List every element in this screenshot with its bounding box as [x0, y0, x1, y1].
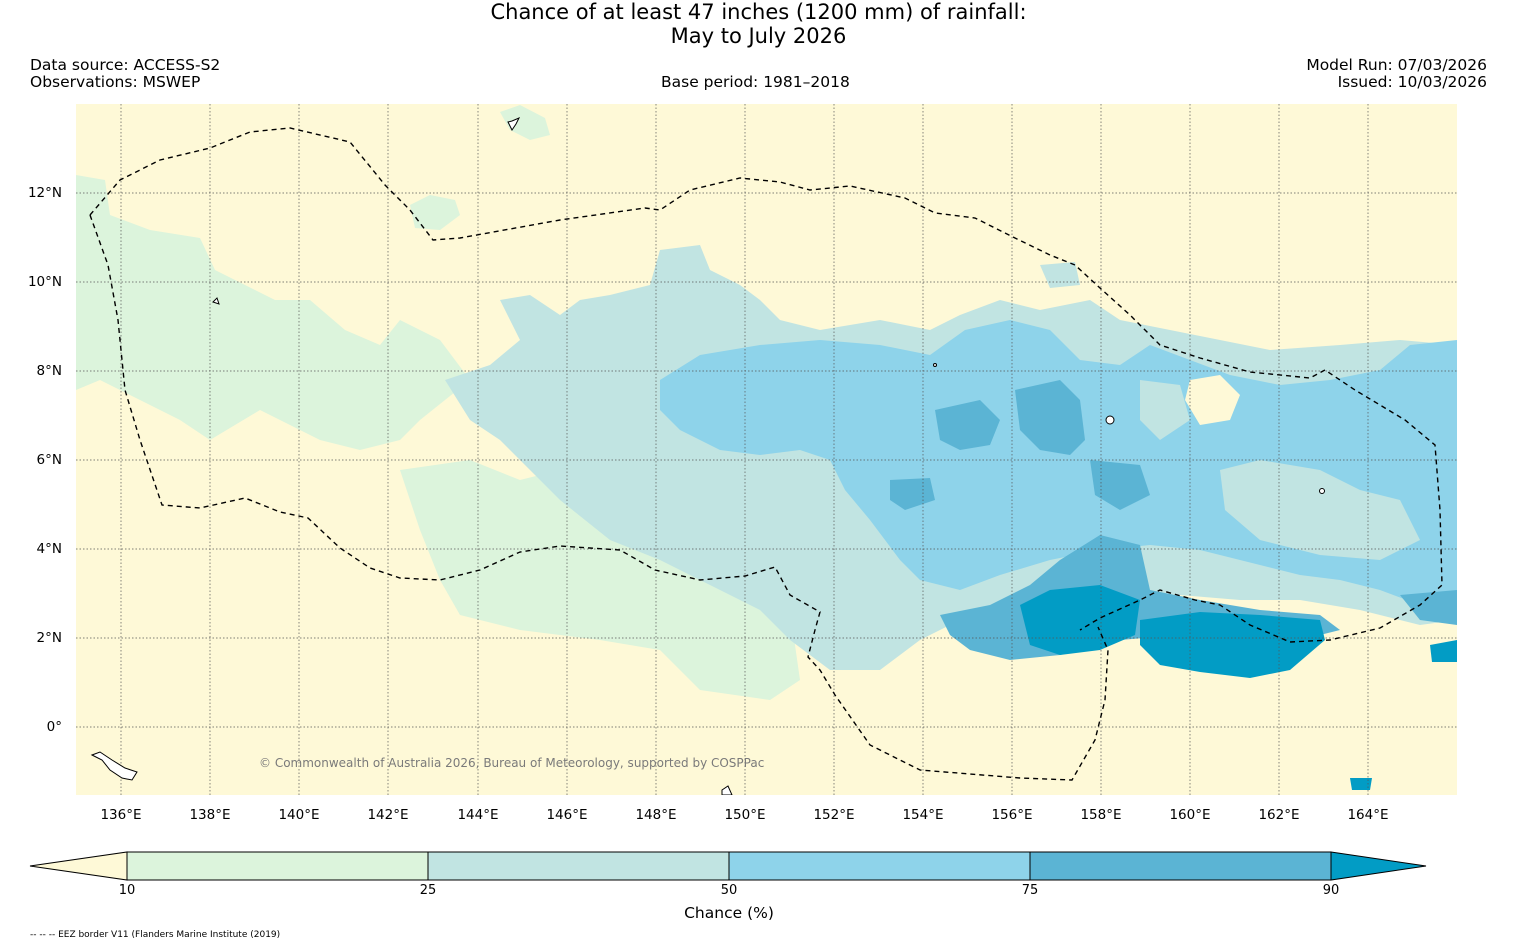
- lon-label-136e: 136°E: [100, 807, 142, 823]
- colorbar-segment-50-75: [729, 852, 1030, 880]
- issued-label: Issued: 10/03/2026: [1337, 73, 1487, 91]
- lon-label-164e: 164°E: [1347, 807, 1389, 823]
- colorbar-tick-10: 10: [118, 883, 136, 898]
- lon-label-156e: 156°E: [991, 807, 1033, 823]
- lon-label-160e: 160°E: [1169, 807, 1211, 823]
- lon-label-138e: 138°E: [189, 807, 231, 823]
- eez-footnote: -- -- -- EEZ border V11 (Flanders Marine…: [30, 930, 281, 940]
- colorbar-tick-90: 90: [1322, 883, 1340, 898]
- base-period-label: Base period: 1981–2018: [661, 73, 850, 91]
- model-run-label: Model Run: 07/03/2026: [1306, 56, 1487, 74]
- lat-label-12n: 12°N: [27, 185, 62, 201]
- lon-label-150e: 150°E: [724, 807, 766, 823]
- lon-label-148e: 148°E: [635, 807, 677, 823]
- region-50-75-north-gap: [1140, 380, 1190, 440]
- region-75-90-b: [1015, 380, 1085, 455]
- region-above-90-a: [1020, 585, 1140, 655]
- eez-borders: [89, 127, 1443, 781]
- colorbar-extend-high: [1330, 851, 1427, 881]
- lon-label-144e: 144°E: [457, 807, 499, 823]
- colorbar-tick-50: 50: [720, 883, 738, 898]
- lon-label-162e: 162°E: [1258, 807, 1300, 823]
- colorbar-tick-25: 25: [419, 883, 437, 898]
- graticule: [76, 104, 1457, 795]
- lat-label-4n: 4°N: [36, 541, 62, 557]
- region-above-90-d: [1350, 778, 1372, 790]
- coastlines: [90, 117, 1325, 795]
- lat-label-10n: 10°N: [27, 274, 62, 290]
- region-75-90-d: [890, 478, 935, 510]
- observations-label: Observations: MSWEP: [30, 73, 201, 91]
- data-source-label: Data source: ACCESS-S2: [30, 56, 221, 74]
- lat-label-8n: 8°N: [36, 363, 62, 379]
- region-above-90-c: [1430, 640, 1457, 662]
- colorbar-extend-low: [29, 851, 128, 881]
- lon-label-142e: 142°E: [367, 807, 409, 823]
- colorbar-label: Chance (%): [684, 904, 774, 922]
- region-25-50-north: [1040, 262, 1080, 288]
- lat-label-0: 0°: [46, 719, 62, 735]
- region-75-90-east: [1400, 590, 1457, 625]
- region-50-75-east-gap: [1220, 460, 1420, 560]
- lon-label-146e: 146°E: [546, 807, 588, 823]
- lat-label-2n: 2°N: [36, 630, 62, 646]
- region-75-90-a: [935, 400, 1000, 450]
- map-title-line1: Chance of at least 47 inches (1200 mm) o…: [490, 0, 1027, 24]
- map-title-line2: May to July 2026: [670, 24, 847, 48]
- colorbar-segment-25-50: [428, 852, 729, 880]
- lon-label-140e: 140°E: [278, 807, 320, 823]
- lon-label-154e: 154°E: [902, 807, 944, 823]
- region-10-25-north-islet: [410, 195, 460, 230]
- colorbar-dividers: [427, 852, 1031, 880]
- colorbar-segment-75-90: [1030, 852, 1331, 880]
- lon-label-152e: 152°E: [813, 807, 855, 823]
- region-10-25-south: [400, 460, 800, 700]
- copyright-notice: © Commonwealth of Australia 2026, Bureau…: [259, 756, 765, 770]
- colorbar-segment-10-25: [127, 852, 428, 880]
- map-area: [76, 104, 1457, 795]
- colorbar-tick-75: 75: [1021, 883, 1039, 898]
- region-75-90-c: [1090, 460, 1150, 510]
- colorbar: [29, 851, 1427, 881]
- region-10-25-north-islet2: [500, 105, 550, 140]
- region-10-25-west: [76, 175, 470, 450]
- lon-label-158e: 158°E: [1080, 807, 1122, 823]
- lat-label-6n: 6°N: [36, 452, 62, 468]
- region-50-75-yellow-hole: [1185, 375, 1240, 425]
